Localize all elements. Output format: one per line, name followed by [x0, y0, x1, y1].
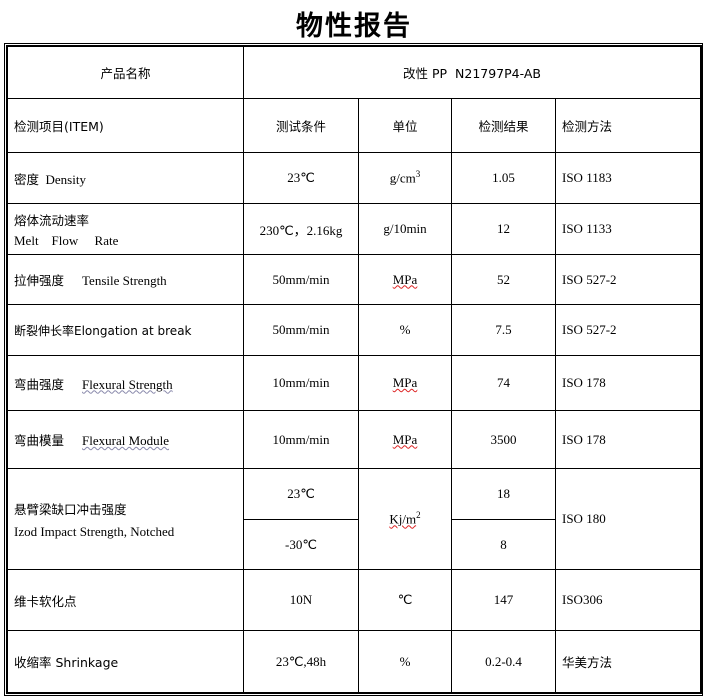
- table-row: 密度 Density 23℃ g/cm3 1.05 ISO 1183: [7, 152, 701, 204]
- condition: 10N: [243, 569, 359, 631]
- item-cn: 悬臂梁缺口冲击强度: [14, 501, 127, 517]
- result-2: 8: [451, 519, 556, 570]
- header-item: 检测项目(ITEM): [7, 98, 244, 153]
- table-row: 断裂伸长率Elongation at break 50mm/min % 7.5 …: [7, 304, 701, 356]
- header-condition: 测试条件: [243, 98, 359, 153]
- item-en: Flexural Module: [82, 433, 170, 448]
- condition: 50mm/min: [243, 254, 359, 305]
- condition: 23℃,48h: [243, 630, 359, 693]
- unit: Kj/m2: [358, 468, 452, 570]
- condition: 10mm/min: [243, 355, 359, 411]
- unit: g/10min: [358, 203, 452, 255]
- table-row: 弯曲强度 Flexural Strength 10mm/min MPa 74 IS…: [7, 355, 701, 411]
- condition: 23℃: [243, 152, 359, 204]
- condition: 50mm/min: [243, 304, 359, 356]
- item-en: Flexural Strength: [82, 376, 173, 392]
- method: ISO306: [555, 569, 701, 631]
- item-cn: 维卡软化点: [7, 569, 244, 631]
- product-value: 改性 PP N21797P4-AB: [243, 46, 701, 99]
- unit: MPa: [392, 431, 418, 447]
- result: 1.05: [451, 152, 556, 204]
- condition: 23℃: [243, 468, 359, 520]
- result: 12: [451, 203, 556, 255]
- condition: 10mm/min: [243, 410, 359, 469]
- method: ISO 1133: [555, 203, 701, 255]
- result: 0.2-0.4: [451, 630, 556, 693]
- unit: %: [358, 304, 452, 356]
- page-title: 物性报告: [296, 11, 412, 42]
- item-cn: 熔体流动速率: [14, 212, 90, 228]
- method: ISO 527-2: [555, 304, 701, 356]
- item-cn: 弯曲模量: [14, 433, 65, 448]
- method: ISO 178: [555, 410, 701, 469]
- table-row: -30℃ 8: [8, 519, 701, 570]
- table-row: 拉伸强度 Tensile Strength 50mm/min MPa 52 ISO…: [7, 254, 701, 305]
- item-en: Izod Impact Strength, Notched: [14, 523, 175, 539]
- unit: g/cm3: [358, 152, 452, 204]
- item-cn: 密度: [14, 171, 40, 187]
- result: 3500: [451, 410, 556, 469]
- item-cn: 收缩率: [14, 655, 52, 670]
- product-label: 产品名称: [7, 46, 244, 99]
- result: 7.5: [451, 304, 556, 356]
- unit: MPa: [392, 375, 418, 390]
- item-cn: 拉伸强度: [14, 273, 65, 288]
- report-table: 产品名称 改性 PP N21797P4-AB 检测项目(ITEM) 测试条件 单…: [4, 43, 703, 696]
- condition: 230℃，2.16kg: [243, 203, 359, 255]
- item-en: Elongation at break: [74, 323, 192, 338]
- method: ISO 527-2: [555, 254, 701, 305]
- result: 18: [451, 468, 556, 520]
- product-row: 产品名称 改性 PP N21797P4-AB: [7, 46, 701, 99]
- item-en: Melt Flow Rate: [14, 232, 119, 248]
- method: 华美方法: [555, 630, 701, 693]
- table-row: 悬臂梁缺口冲击强度 Izod Impact Strength, Notched 2…: [7, 468, 701, 570]
- method: ISO 180: [555, 468, 701, 570]
- unit: MPa: [392, 271, 418, 287]
- table-row: 弯曲模量 Flexural Module 10mm/min MPa 3500 IS…: [7, 410, 701, 469]
- condition-2: -30℃: [243, 519, 359, 570]
- method: ISO 1183: [555, 152, 701, 204]
- header-result: 检测结果: [451, 98, 556, 153]
- header-unit: 单位: [358, 98, 452, 153]
- table-row: 收缩率 Shrinkage 23℃,48h % 0.2-0.4 华美方法: [7, 630, 701, 693]
- item-cn: 弯曲强度: [14, 376, 65, 392]
- item-en: Shrinkage: [55, 655, 119, 670]
- item-cn: 断裂伸长率: [14, 323, 75, 338]
- unit: ℃: [358, 569, 452, 631]
- item-en: Density: [45, 171, 86, 187]
- header-row: 检测项目(ITEM) 测试条件 单位 检测结果 检测方法: [7, 98, 701, 153]
- unit: %: [358, 630, 452, 693]
- result: 74: [451, 355, 556, 411]
- item-en: Tensile Strength: [82, 273, 167, 288]
- result: 147: [451, 569, 556, 631]
- result: 52: [451, 254, 556, 305]
- table-row: 维卡软化点 10N ℃ 147 ISO306: [7, 569, 701, 631]
- table-row: 熔体流动速率 Melt Flow Rate 230℃，2.16kg g/10min…: [7, 203, 701, 255]
- method: ISO 178: [555, 355, 701, 411]
- header-method: 检测方法: [555, 98, 701, 153]
